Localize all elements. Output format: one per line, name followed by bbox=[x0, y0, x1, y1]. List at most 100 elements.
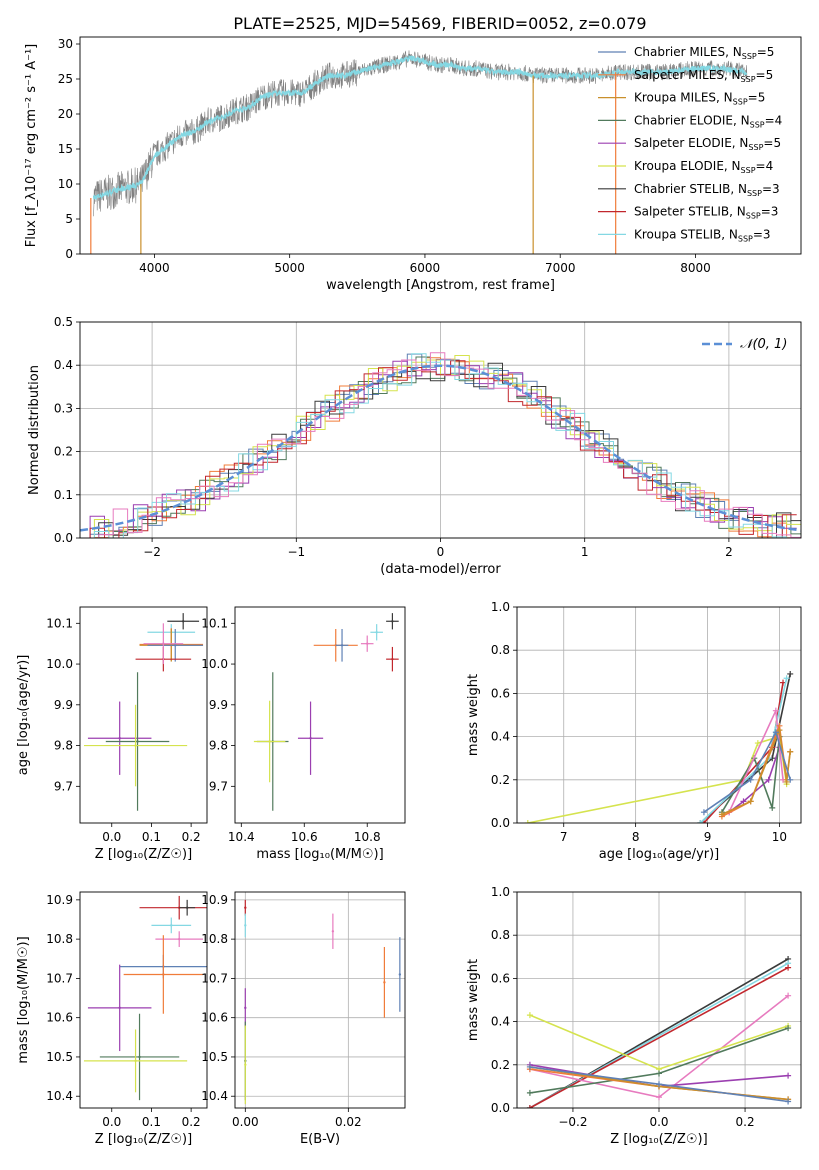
data-point bbox=[309, 737, 312, 740]
y-tick-label: 9.7 bbox=[209, 779, 228, 793]
x-tick-label: 4000 bbox=[139, 261, 170, 275]
y-tick-label: 10.1 bbox=[46, 616, 73, 630]
x-tick-label: −2 bbox=[143, 545, 161, 559]
plot-area-residuals bbox=[80, 352, 801, 538]
y-tick-label: 10.5 bbox=[201, 1050, 228, 1064]
y-tick-label: 10.0 bbox=[201, 657, 228, 671]
series-marker bbox=[769, 804, 776, 811]
data-point bbox=[134, 744, 137, 747]
data-point bbox=[383, 981, 386, 984]
x-axis-label: age [log₁₀(age/yr)] bbox=[599, 847, 720, 862]
legend-label: Salpeter STELIB, NSSP=3 bbox=[634, 205, 778, 221]
series-marker bbox=[700, 809, 707, 816]
data-point bbox=[366, 642, 369, 645]
axes-frame bbox=[234, 891, 406, 1109]
figure-title: PLATE=2525, MJD=54569, FIBERID=0052, z=0… bbox=[233, 14, 646, 33]
data-point bbox=[170, 924, 173, 927]
x-tick-label: 0.0 bbox=[102, 830, 121, 844]
data-point bbox=[162, 642, 165, 645]
data-point bbox=[185, 906, 189, 909]
series-line bbox=[529, 966, 789, 1108]
y-tick-label: 10.7 bbox=[46, 971, 73, 985]
series-marker bbox=[765, 776, 772, 783]
plot-area-mass-weight-vs-Z bbox=[526, 955, 792, 1108]
data-point bbox=[118, 737, 121, 740]
x-axis-label: Z [log₁₀(Z/Z☉)] bbox=[610, 1132, 707, 1147]
x-axis-label: Z [log₁₀(Z/Z☉)] bbox=[95, 847, 192, 862]
data-point bbox=[340, 644, 344, 647]
y-tick-label: 0.0 bbox=[491, 1101, 510, 1115]
legend-label: Chabrier ELODIE, NSSP=4 bbox=[634, 113, 782, 129]
data-point bbox=[136, 740, 139, 743]
legend-label: Kroupa ELODIE, NSSP=4 bbox=[634, 159, 773, 175]
legend-label: 𝒩(0, 1) bbox=[740, 337, 787, 352]
y-tick-label: 10.9 bbox=[46, 893, 73, 907]
y-axis-label: Flux [f_λ10⁻¹⁷ erg cm⁻² s⁻¹ A⁻¹] bbox=[24, 44, 39, 248]
legend-label: Kroupa STELIB, NSSP=3 bbox=[634, 227, 771, 243]
series-marker bbox=[772, 729, 779, 736]
data-point bbox=[244, 924, 247, 927]
y-tick-label: 0.4 bbox=[491, 730, 510, 744]
x-tick-label: 0.0 bbox=[102, 1115, 121, 1129]
data-point bbox=[174, 644, 177, 647]
y-tick-label: 0.6 bbox=[491, 971, 510, 985]
y-tick-label: 10.6 bbox=[201, 1011, 228, 1025]
model-spectrum bbox=[92, 54, 748, 200]
x-tick-label: 6000 bbox=[410, 261, 441, 275]
x-axis-label: (data-model)/error bbox=[380, 562, 501, 577]
data-point bbox=[181, 620, 185, 623]
y-tick-label: 0.4 bbox=[491, 1015, 510, 1029]
y-tick-label: 0.6 bbox=[491, 686, 510, 700]
x-tick-label: −0.2 bbox=[558, 1115, 587, 1129]
series-marker bbox=[783, 675, 790, 682]
series-line bbox=[703, 730, 791, 813]
y-axis-label: age [log₁₀(age/yr)] bbox=[16, 655, 31, 776]
x-tick-label: 0.02 bbox=[335, 1115, 362, 1129]
series-line bbox=[728, 747, 781, 813]
axes-frame bbox=[79, 36, 802, 255]
series-marker bbox=[524, 820, 531, 823]
y-tick-label: 10.7 bbox=[201, 971, 228, 985]
y-axis-label: Normed distribution bbox=[27, 365, 42, 495]
y-tick-label: 10.5 bbox=[46, 1050, 73, 1064]
series-marker bbox=[747, 798, 754, 805]
x-tick-label: 10.6 bbox=[291, 830, 318, 844]
y-tick-label: 0 bbox=[65, 247, 73, 261]
y-tick-label: 9.9 bbox=[209, 698, 228, 712]
y-tick-label: 0.1 bbox=[54, 488, 73, 502]
y-tick-label: 10.1 bbox=[201, 616, 228, 630]
data-point bbox=[178, 937, 181, 941]
y-tick-label: 9.7 bbox=[54, 779, 73, 793]
y-tick-label: 9.8 bbox=[54, 739, 73, 753]
y-tick-label: 10.4 bbox=[46, 1089, 73, 1103]
x-tick-label: 0.2 bbox=[182, 1115, 201, 1129]
y-tick-label: 0.4 bbox=[54, 358, 73, 372]
legend-label: Salpeter MILES, NSSP=5 bbox=[634, 68, 773, 84]
plot-area-mass-vs-EBV bbox=[244, 899, 402, 1105]
x-axis-label: E(B-V) bbox=[300, 1132, 340, 1147]
data-point bbox=[134, 1059, 137, 1063]
series-marker bbox=[526, 1063, 533, 1070]
series-marker bbox=[740, 798, 747, 805]
plot-area-mass-vs-Z bbox=[83, 895, 207, 1101]
histogram-salpeter-elodie bbox=[80, 358, 797, 538]
x-tick-label: −1 bbox=[287, 545, 305, 559]
y-tick-label: 0.2 bbox=[491, 1058, 510, 1072]
data-point bbox=[391, 620, 394, 623]
series-marker bbox=[787, 670, 794, 677]
plot-area-mass-weight-vs-age bbox=[524, 670, 794, 823]
y-tick-label: 0.0 bbox=[491, 816, 510, 830]
legend-label: Salpeter ELODIE, NSSP=5 bbox=[634, 136, 781, 152]
y-tick-label: 10.8 bbox=[201, 932, 228, 946]
y-tick-label: 0.2 bbox=[54, 445, 73, 459]
x-tick-label: 7000 bbox=[545, 261, 576, 275]
series-marker bbox=[754, 740, 761, 747]
series-marker bbox=[656, 1081, 662, 1088]
axes-frame bbox=[79, 321, 802, 539]
histogram-kroupa-elodie bbox=[80, 355, 801, 538]
x-tick-label: 7 bbox=[560, 830, 568, 844]
axes-frame bbox=[79, 891, 208, 1109]
series-marker bbox=[783, 778, 790, 785]
series-marker bbox=[785, 1098, 792, 1105]
y-tick-label: 1.0 bbox=[491, 600, 510, 614]
